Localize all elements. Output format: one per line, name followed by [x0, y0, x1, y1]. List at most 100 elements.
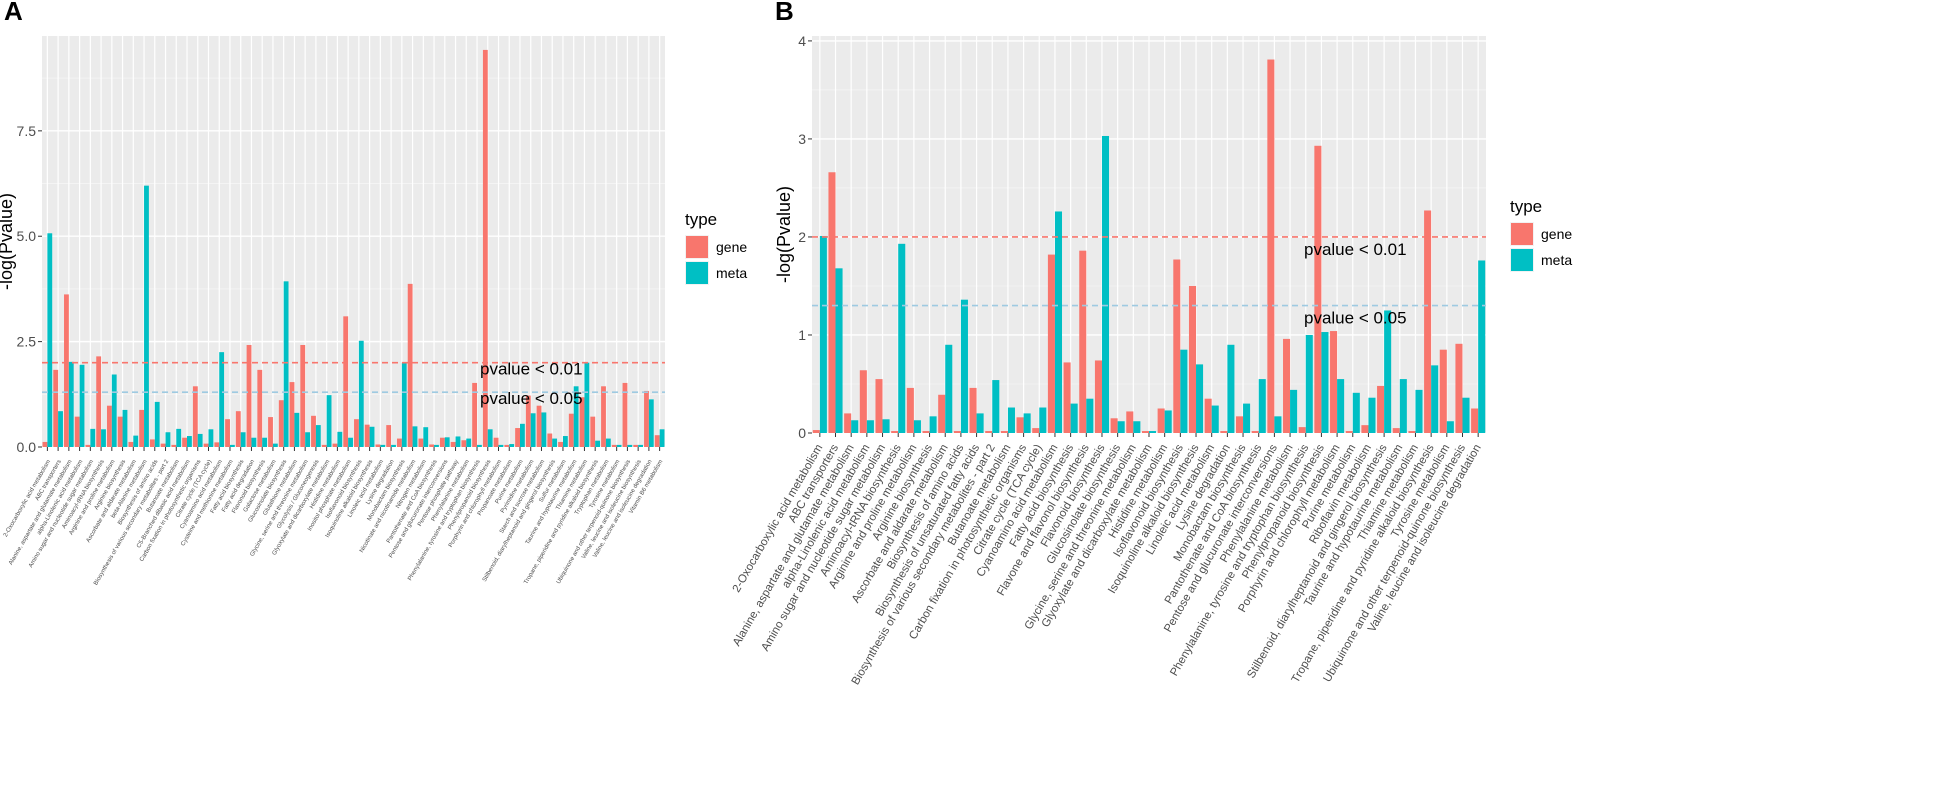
panel-b-bar-gene: [1079, 250, 1087, 433]
panel-a-bar-meta: [165, 432, 171, 447]
panel-b-bar-meta: [835, 268, 843, 433]
panel-a-bar-meta: [133, 435, 139, 447]
panel-a-bar-gene: [192, 386, 198, 447]
panel-b-bar-meta: [1133, 421, 1141, 433]
panel-b-bar-gene: [906, 387, 914, 433]
panel-a-bar-meta: [401, 362, 407, 447]
panel-a-bar-gene: [117, 416, 123, 447]
panel-b-bar-meta: [1321, 332, 1329, 433]
panel-b-bar-meta: [1305, 334, 1313, 433]
panel-a-bar-meta: [487, 429, 493, 447]
panel-a-bar-gene: [568, 413, 574, 447]
panel-a-bar-meta: [47, 233, 53, 447]
panel-b-bar-meta: [976, 413, 984, 433]
panel-a-bar-meta: [58, 411, 63, 447]
panel-b-bar-meta: [1023, 413, 1031, 433]
panel-a-bar-gene: [171, 444, 177, 447]
panel-a-bar-gene: [343, 316, 349, 447]
panel-a-bar-meta: [380, 444, 386, 447]
panel-a-bar-meta: [369, 426, 375, 447]
panel-a-bar-meta: [283, 281, 289, 447]
panel-a-bar-meta: [208, 429, 214, 447]
panel-b-y-tick-label: 1: [798, 327, 806, 343]
panel-a-bar-meta: [219, 352, 225, 447]
panel-a-bar-gene: [407, 283, 413, 447]
panel-a-bar-gene: [289, 382, 295, 447]
panel-a-label: A: [4, 0, 23, 26]
panel-a-bar-meta: [111, 374, 117, 447]
panel-a-bar-gene: [547, 433, 553, 447]
panel-a-legend-label-meta: meta: [716, 265, 747, 281]
panel-a-bar-gene: [386, 425, 392, 447]
panel-a-bar-gene: [149, 439, 155, 447]
panel-b-bar-gene: [1000, 431, 1008, 433]
panel-a-bar-meta: [562, 436, 568, 447]
panel-a-bar-meta: [358, 340, 364, 447]
panel-b-bar-meta: [1101, 135, 1110, 434]
panel-a-bar-meta: [337, 431, 343, 447]
panel-a-bar-gene: [321, 444, 327, 447]
panel-b-bar-gene: [1330, 331, 1338, 433]
panel-b-bar-meta: [1180, 349, 1188, 433]
panel-b-bar-meta: [1117, 421, 1125, 433]
panel-a-bar-gene: [504, 444, 510, 447]
panel-a-y-tick-label: 7.5: [17, 123, 37, 139]
panel-a-bar-meta: [648, 399, 654, 447]
panel-a-bar-meta: [197, 433, 203, 447]
panel-a-threshold-label-001: pvalue < 0.01: [480, 360, 583, 379]
panel-b-bar-gene: [1439, 349, 1447, 433]
panel-b-legend-label-gene: gene: [1541, 226, 1572, 242]
panel-a-bar-meta: [348, 437, 353, 447]
panel-a-bar-gene: [42, 441, 48, 447]
panel-b-bar-meta: [1462, 397, 1470, 433]
panel-b-bar-gene: [1110, 418, 1118, 433]
panel-a-bar-meta: [444, 437, 450, 447]
panel-b-bar-gene: [1455, 343, 1463, 433]
panel-a-bar-gene: [590, 416, 596, 447]
panel-a-y-tick-label: 0.0: [17, 439, 37, 455]
panel-b-bar-meta: [851, 420, 859, 433]
panel-a-legend-swatch-meta: [686, 262, 708, 284]
panel-b-bar-gene: [859, 370, 867, 433]
panel-a-bar-meta: [294, 412, 300, 447]
panel-a-bar-gene: [85, 444, 91, 447]
panel-a-bar-gene: [278, 400, 284, 447]
panel-b-bar-meta: [1352, 392, 1360, 433]
panel-a-bar-gene: [611, 444, 617, 447]
panel-b-bar-meta: [819, 235, 827, 433]
panel-a-bar-meta: [90, 428, 96, 447]
panel-b-bar-gene: [891, 431, 899, 433]
panel-b-bar-meta: [898, 243, 906, 433]
panel-b-bar-gene: [938, 394, 946, 433]
panel-a-bar-meta: [144, 185, 149, 447]
panel-b-bar-meta: [1196, 364, 1204, 433]
panel-b-bar-meta: [929, 416, 937, 433]
panel-a-bar-gene: [654, 435, 660, 447]
panel-b-bar-meta: [1007, 407, 1015, 433]
panel-a-bar-gene: [536, 405, 542, 447]
panel-a-bar-meta: [434, 444, 439, 447]
panel-a-bar-gene: [53, 369, 59, 447]
panel-a-bar-meta: [638, 444, 643, 447]
panel-b-bar-meta: [1274, 416, 1282, 433]
panel-b-bar-gene: [985, 431, 993, 433]
panel-a-bar-gene: [493, 437, 499, 447]
panel-b-bar-gene: [1220, 431, 1228, 433]
panel-b-bar-gene: [1157, 408, 1165, 433]
panel-b-bar-meta: [1039, 407, 1047, 433]
panel-b-bar-gene: [1173, 259, 1181, 433]
panel-a-legend-title: type: [685, 210, 717, 229]
panel-a-bar-meta: [251, 437, 257, 447]
panel-b-bar-gene: [875, 379, 883, 433]
panel-a-bar-gene: [633, 444, 639, 447]
panel-a-bar-meta: [477, 444, 482, 447]
panel-a-bar-gene: [96, 356, 102, 447]
panel-b-bar-meta: [960, 299, 968, 433]
panel-b-bar-gene: [1126, 411, 1134, 433]
panel-a-bar-gene: [268, 417, 273, 447]
panel-a-bar-gene: [64, 294, 69, 447]
panel-a-bar-gene: [558, 441, 563, 447]
panel-a-bar-gene: [106, 405, 112, 447]
panel-b-bar-meta: [1337, 379, 1345, 433]
